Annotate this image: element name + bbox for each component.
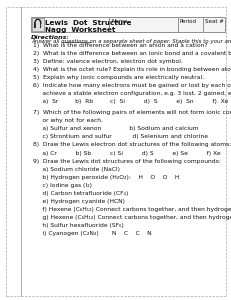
Text: 4)  What is the octet rule? Explain its role in bonding between atoms.: 4) What is the octet rule? Explain its r… — [33, 67, 231, 72]
Text: Answer all questions on a separate sheet of paper. Staple this to your answer sh: Answer all questions on a separate sheet… — [31, 39, 231, 44]
Text: a) Sodium chloride (NaCl): a) Sodium chloride (NaCl) — [33, 167, 121, 172]
Text: e) Hydrogen cyanide (HCN): e) Hydrogen cyanide (HCN) — [33, 199, 125, 204]
Text: f) Hexene (C₆H₁₂) Connect carbons together, and then hydrogens bond to carbons: f) Hexene (C₆H₁₂) Connect carbons togeth… — [33, 207, 231, 212]
Text: h) Sulfur hexafluoride (SF₆): h) Sulfur hexafluoride (SF₆) — [33, 223, 124, 228]
Text: Period: Period — [180, 19, 197, 24]
Text: i) Cyanogen (C₂N₂)       N    C    C    N: i) Cyanogen (C₂N₂) N C C N — [33, 231, 152, 236]
Text: a) Sulfur and xenon               b) Sodium and calcium: a) Sulfur and xenon b) Sodium and calciu… — [33, 126, 199, 131]
Bar — [32, 18, 44, 31]
Text: Nagg  Worksheet: Nagg Worksheet — [45, 27, 116, 33]
Text: 8)  Draw the Lewis electron dot structures of the following atoms:: 8) Draw the Lewis electron dot structure… — [33, 142, 231, 148]
Text: c) Strontium and sulfur           d) Selenium and chlorine: c) Strontium and sulfur d) Selenium and … — [33, 134, 209, 140]
Text: g) Hexene (C₆H₁₂) Connect carbons together, and then hydrogens bond to carbons: g) Hexene (C₆H₁₂) Connect carbons togeth… — [33, 215, 231, 220]
Text: achieve a stable electron configuration, e.g. 3 lost, 2 gained, etc.?: achieve a stable electron configuration,… — [33, 92, 231, 96]
Text: 9)  Draw the Lewis dot structures of the following compounds:: 9) Draw the Lewis dot structures of the … — [33, 159, 221, 164]
Text: 3)  Define: valence electron, electron dot symbol.: 3) Define: valence electron, electron do… — [33, 59, 183, 64]
Text: 6)  Indicate how many electrons must be gained or lost by each of the following : 6) Indicate how many electrons must be g… — [33, 83, 231, 88]
Text: 2)  What is the difference between an ionic bond and a covalent bond?: 2) What is the difference between an ion… — [33, 51, 231, 56]
Text: Name: Name — [112, 19, 128, 24]
Text: Lewis  Dot  Structure: Lewis Dot Structure — [45, 20, 131, 26]
Bar — [31, 17, 225, 32]
Text: Directions:: Directions: — [31, 35, 70, 40]
Text: a)  Sr         b)  Rb         c)  Si          d)  S          e)  Sn          f) : a) Sr b) Rb c) Si d) S e) Sn f) — [33, 100, 229, 104]
Text: b) Hydrogen peroxide (H₂O₂):    H    O    O    H: b) Hydrogen peroxide (H₂O₂): H O O H — [33, 175, 180, 180]
Text: 7)  Which of the following pairs of elements will not form ionic compounds? Expl: 7) Which of the following pairs of eleme… — [33, 110, 231, 115]
Text: or why not for each.: or why not for each. — [33, 118, 103, 123]
Text: Seat #: Seat # — [205, 19, 224, 24]
Text: d) Carbon tetrafluoride (CF₄): d) Carbon tetrafluoride (CF₄) — [33, 191, 129, 196]
Text: 5)  Explain why ionic compounds are electrically neutral.: 5) Explain why ionic compounds are elect… — [33, 75, 204, 80]
Text: 1)  What is the difference between an anion and a cation?: 1) What is the difference between an ani… — [33, 43, 208, 48]
Text: a) Cr          b) Sb          c) Si          d) S          e) Se          f) Xe: a) Cr b) Sb c) Si d) S e) Se f) Xe — [33, 151, 221, 155]
Text: c) Iodine gas (I₂): c) Iodine gas (I₂) — [33, 183, 92, 188]
